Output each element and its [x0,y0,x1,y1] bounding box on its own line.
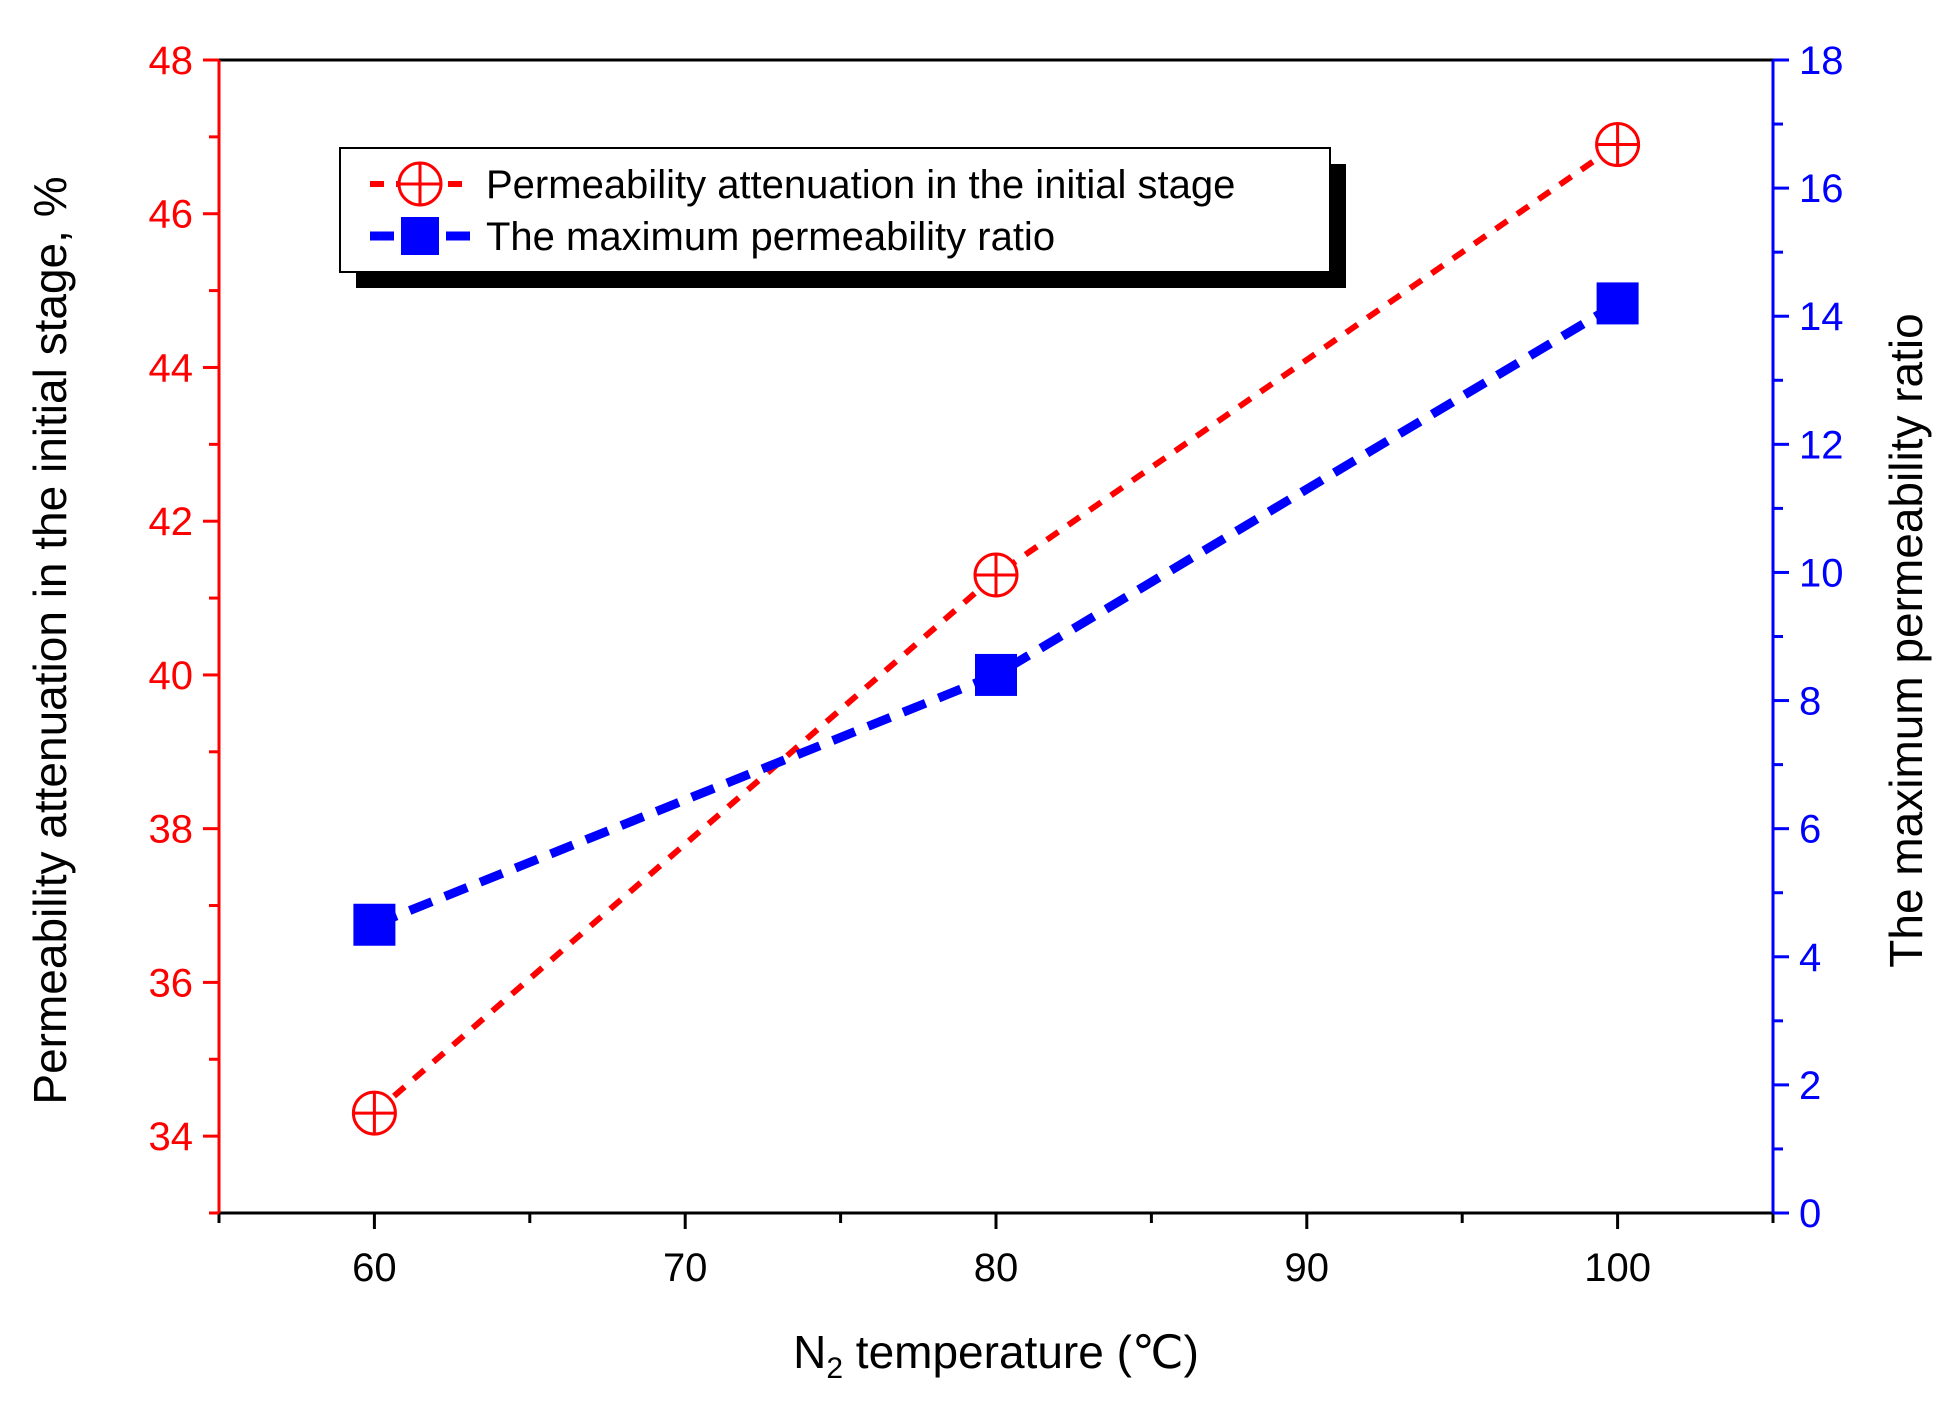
legend-label-1: Permeability attenuation in the initial … [486,163,1235,207]
y-left-axis-title: Permeability attenuation in the initial … [24,176,76,1104]
x-tick-label: 90 [1285,1246,1330,1290]
y-left-tick-label: 36 [149,961,194,1005]
series-line-2 [372,299,1620,929]
legend-label-2: The maximum permeability ratio [486,215,1055,259]
y-left-tick-label: 48 [149,39,194,83]
y-right-tick-label: 8 [1799,680,1821,724]
y-right-tick-label: 16 [1799,167,1844,211]
data-point-attenuation [351,1090,397,1136]
data-point-attenuation [1595,122,1641,168]
axis-titles: N2 temperature (℃) Permeability attenuati… [24,176,1932,1385]
y-right-tick-label: 4 [1799,936,1821,980]
y-left-tick-label: 40 [149,654,194,698]
series-layer [351,122,1641,1136]
y-right-tick-label: 14 [1799,295,1844,339]
series-line-1 [372,142,1620,1116]
x-tick-label: 60 [352,1246,397,1290]
legend-marker-ratio [401,217,439,255]
legend-box [339,147,1331,273]
y-right-axis-title: The maximum permeability ratio [1880,313,1932,967]
axes: 60 70 80 90 10034363840424446480246810121416… [149,39,1844,1290]
y-left-tick-label: 44 [149,346,194,390]
x-axis-title: N2 temperature (℃) [793,1326,1199,1385]
data-point-ratio [1596,282,1639,325]
x-tick-label: 100 [1584,1246,1651,1290]
y-right-tick-label: 10 [1799,551,1844,595]
y-left-tick-label: 42 [149,500,194,544]
legend-marker-attenuation [397,161,443,207]
data-point-attenuation [973,552,1019,598]
data-point-ratio [975,653,1017,696]
x-tick-label: 70 [663,1246,708,1290]
legend: Permeability attenuation in the initial … [339,147,1346,288]
y-left-tick-label: 46 [149,193,194,237]
data-point-ratio [353,903,396,946]
y-right-tick-label: 6 [1799,808,1821,852]
y-left-tick-label: 34 [149,1115,194,1159]
y-right-tick-label: 12 [1799,423,1844,467]
y-right-tick-label: 2 [1799,1064,1821,1108]
x-tick-label: 80 [974,1246,1019,1290]
y-right-tick-label: 18 [1799,39,1844,83]
y-right-tick-label: 0 [1799,1192,1821,1236]
y-left-tick-label: 38 [149,808,194,852]
